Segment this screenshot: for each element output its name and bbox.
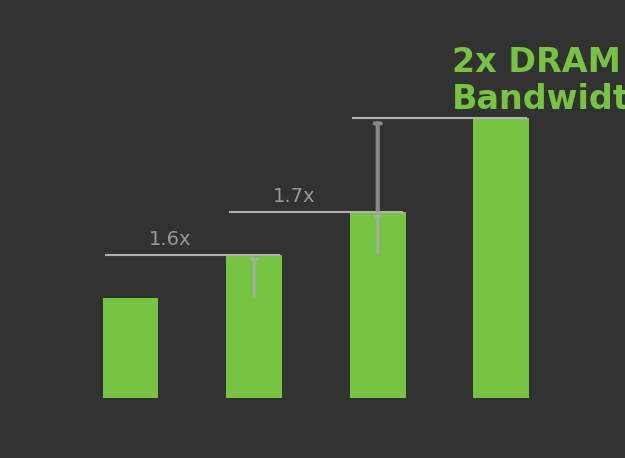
Bar: [350, 212, 406, 398]
Bar: [226, 255, 282, 398]
Text: 1.6x: 1.6x: [149, 230, 192, 250]
Text: 2x DRAM
Bandwidth: 2x DRAM Bandwidth: [452, 46, 625, 116]
Bar: [103, 298, 159, 398]
Text: 1.7x: 1.7x: [272, 187, 315, 206]
Bar: [474, 118, 529, 398]
